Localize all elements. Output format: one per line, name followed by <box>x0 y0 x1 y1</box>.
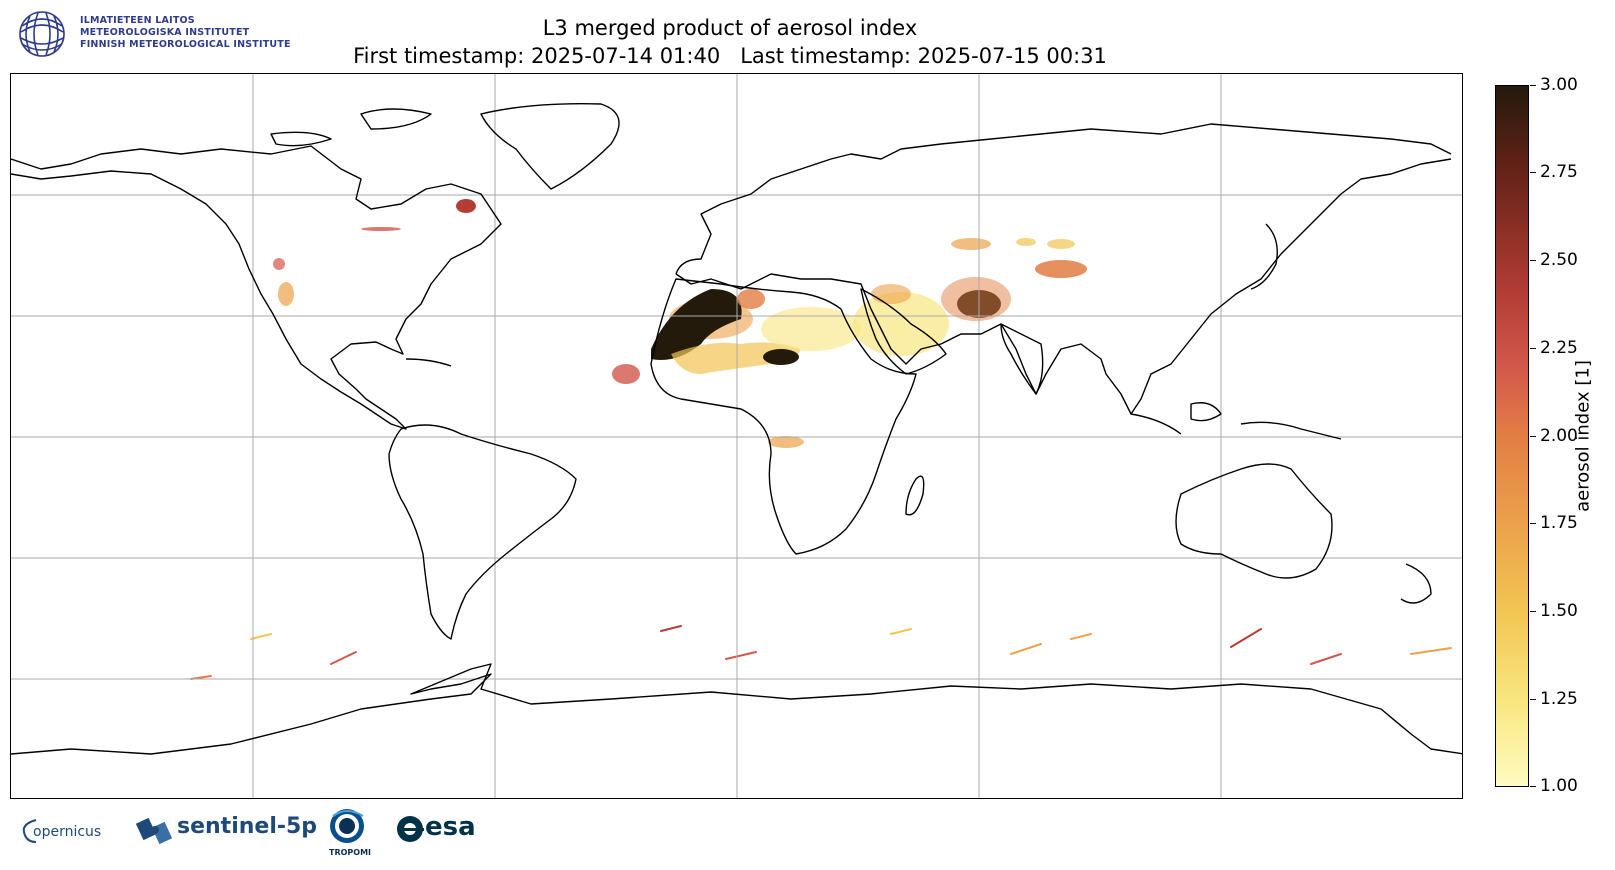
aerosol-patch <box>941 277 1011 321</box>
aerosol-patch <box>651 289 742 360</box>
colorbar <box>1495 85 1529 787</box>
aerosol-patch <box>456 199 476 213</box>
arctic-island-coast <box>270 131 332 147</box>
fmi-logo-icon <box>19 11 65 57</box>
antarctica-coast <box>11 663 1462 755</box>
copernicus-logo-text: opernicus <box>33 824 102 840</box>
new-zealand-coast <box>1400 563 1432 604</box>
colorbar-tick-label: 2.50 <box>1540 250 1578 270</box>
africa-coast <box>650 278 917 555</box>
greenland-coast <box>480 103 620 190</box>
aerosol-streaks <box>190 625 1452 680</box>
aerosol-layer <box>190 199 1452 680</box>
aerosol-patch <box>273 258 285 270</box>
world-map <box>10 73 1463 799</box>
north-america-coast <box>11 145 502 430</box>
colorbar-tick-label: 2.25 <box>1540 338 1578 358</box>
arabia-coast <box>860 288 947 375</box>
aerosol-patch <box>1047 239 1075 249</box>
tropomi-logo-text: TROPOMI <box>329 848 372 857</box>
fmi-name-fi: ILMATIETEEN LAITOS <box>80 15 195 26</box>
sea-island-coast <box>1240 421 1342 440</box>
aerosol-patch <box>951 238 991 250</box>
aerosol-patch <box>612 364 640 384</box>
fmi-name-sv: METEOROLOGISKA INSTITUTET <box>80 27 250 38</box>
sea-island-coast <box>1130 413 1182 435</box>
title-line-1: L3 merged product of aerosol index <box>542 16 918 40</box>
colorbar-title: aerosol index [1] <box>1572 360 1594 512</box>
colorbar-tick-label: 2.75 <box>1540 162 1578 182</box>
colorbar-tick <box>1530 699 1536 700</box>
colorbar-tick-label: 1.50 <box>1540 601 1578 621</box>
aerosol-patch <box>1035 260 1087 278</box>
footer-logos: opernicus sentinel-5p TROPOMI esa <box>20 808 520 868</box>
australia-coast <box>1175 463 1333 579</box>
esa-logo-text: esa <box>425 812 476 842</box>
aerosol-patch <box>763 349 799 365</box>
colorbar-tick <box>1530 786 1536 787</box>
eurasia-south-coast <box>675 158 1452 415</box>
esa-icon <box>397 816 424 842</box>
japan-coast <box>1250 223 1278 290</box>
india-coast <box>1000 323 1044 395</box>
aerosol-patch <box>871 284 911 304</box>
aerosol-patch <box>761 307 861 351</box>
arctic-island-coast <box>360 108 432 130</box>
aerosol-patch <box>1016 238 1036 246</box>
eurasia-north-coast <box>675 123 1452 275</box>
colorbar-tick <box>1530 348 1536 349</box>
map-title: L3 merged product of aerosol index First… <box>300 14 1160 70</box>
colorbar-tick <box>1530 172 1536 173</box>
colorbar-tick <box>1530 260 1536 261</box>
aerosol-patch <box>737 289 765 309</box>
colorbar-tick-label: 3.00 <box>1540 75 1578 95</box>
tropomi-icon <box>330 809 364 843</box>
fmi-logo <box>19 11 65 57</box>
aerosol-patch <box>278 282 294 306</box>
colorbar-tick-label: 2.00 <box>1540 426 1578 446</box>
coastlines <box>11 103 1462 755</box>
caribbean-coast <box>405 358 452 367</box>
colorbar-tick <box>1530 85 1536 86</box>
fmi-institute-name: ILMATIETEEN LAITOS METEOROLOGISKA INSTIT… <box>80 15 291 51</box>
fmi-name-en: FINNISH METEOROLOGICAL INSTITUTE <box>80 39 291 50</box>
copernicus-icon <box>22 819 37 843</box>
madagascar-coast <box>905 475 925 516</box>
colorbar-tick <box>1530 436 1536 437</box>
colorbar-tick <box>1530 523 1536 524</box>
map-canvas <box>11 74 1462 798</box>
colorbar-tick <box>1530 611 1536 612</box>
title-line-2: First timestamp: 2025-07-14 01:40 Last t… <box>353 44 1107 68</box>
south-america-coast <box>388 424 577 640</box>
colorbar-tick-label: 1.00 <box>1540 776 1578 796</box>
colorbar-tick-label: 1.75 <box>1540 513 1578 533</box>
gridlines <box>11 74 1462 798</box>
colorbar-tick-label: 1.25 <box>1540 689 1578 709</box>
sentinel-logo-text: sentinel-5p <box>177 814 318 839</box>
aerosol-patch <box>671 342 801 374</box>
sea-island-coast <box>1190 402 1222 422</box>
aerosol-patch <box>361 227 401 231</box>
aerosol-patch <box>768 436 804 448</box>
sentinel-satellite-icon <box>135 817 173 845</box>
